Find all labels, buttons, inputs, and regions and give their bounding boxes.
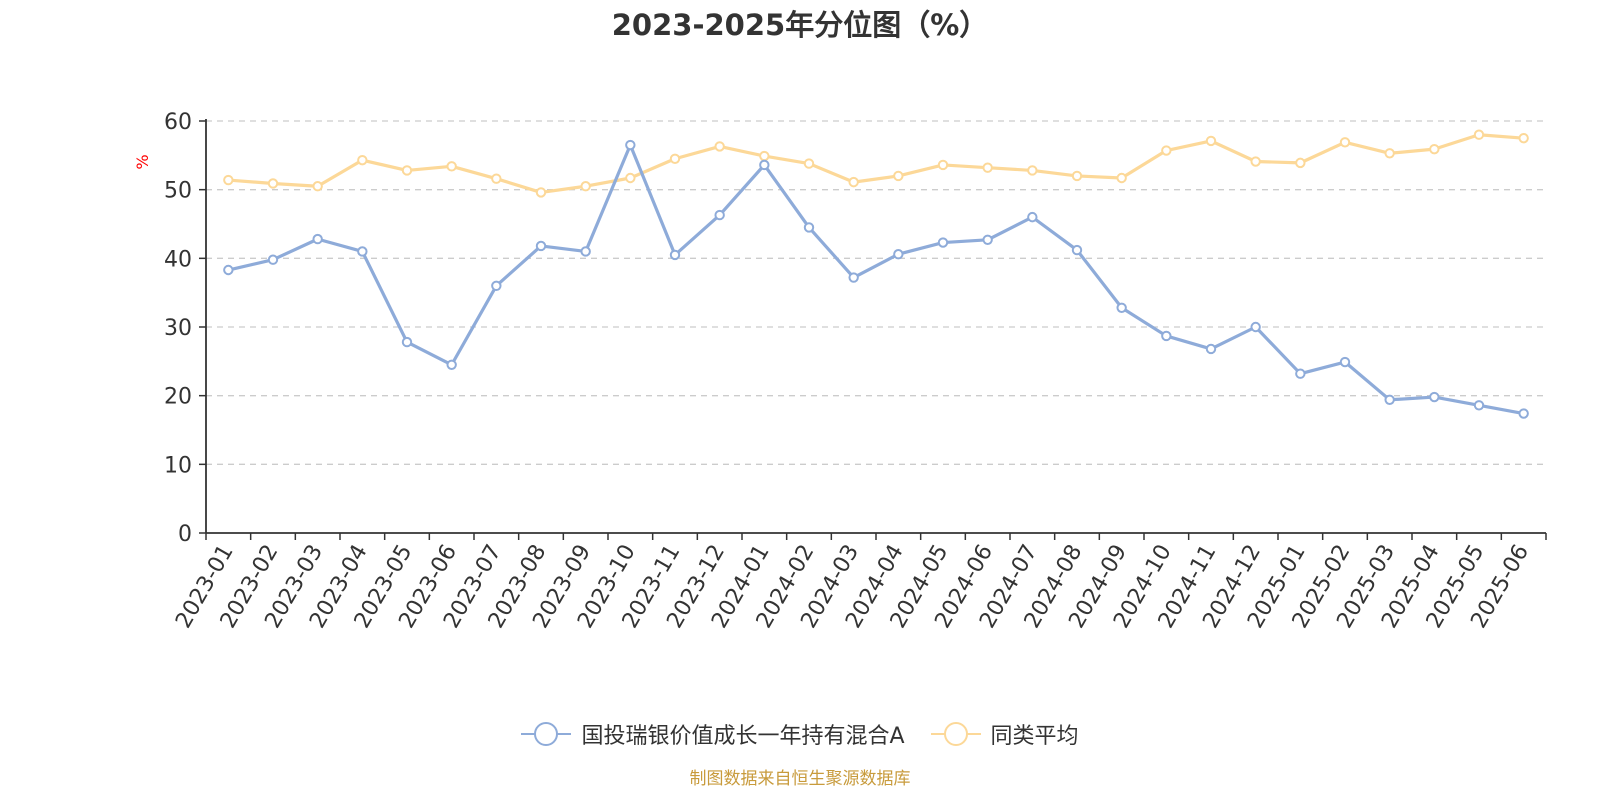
data-point[interactable] xyxy=(1116,302,1127,313)
data-point[interactable] xyxy=(580,181,591,192)
data-point[interactable] xyxy=(1518,408,1529,419)
data-point[interactable] xyxy=(580,246,591,257)
y-tick-label: 30 xyxy=(164,316,192,341)
y-tick-label: 10 xyxy=(164,453,192,478)
data-point[interactable] xyxy=(446,161,457,172)
data-point[interactable] xyxy=(893,170,904,182)
legend-item-fund[interactable]: 国投瑞银价值成长一年持有混合A xyxy=(521,718,905,750)
axes: 0102030405060%2023-012023-022023-032023-… xyxy=(133,110,1547,633)
data-point[interactable] xyxy=(223,264,234,276)
data-point[interactable] xyxy=(223,174,234,186)
data-point[interactable] xyxy=(1250,156,1261,167)
data-point[interactable] xyxy=(1339,137,1351,148)
data-point[interactable] xyxy=(312,233,323,245)
data-point[interactable] xyxy=(625,139,636,151)
data-point[interactable] xyxy=(1384,148,1395,159)
source-note: 制图数据来自恒生聚源数据库 xyxy=(689,769,911,789)
data-point[interactable] xyxy=(491,280,502,291)
data-point[interactable] xyxy=(714,141,725,152)
data-point[interactable] xyxy=(491,173,502,184)
data-point[interactable] xyxy=(1027,211,1038,223)
data-point[interactable] xyxy=(1295,368,1306,379)
data-point[interactable] xyxy=(1384,394,1395,405)
data-point[interactable] xyxy=(803,222,815,233)
legend-swatch-average xyxy=(930,721,981,747)
series-0 xyxy=(223,139,1529,419)
data-point[interactable] xyxy=(535,240,547,252)
y-tick-label: 0 xyxy=(178,522,192,547)
grid-lines xyxy=(206,120,1546,465)
data-point[interactable] xyxy=(1205,135,1217,147)
data-point[interactable] xyxy=(1116,172,1127,184)
data-point[interactable] xyxy=(401,336,413,348)
y-tick-label: 60 xyxy=(164,110,192,135)
data-point[interactable] xyxy=(1250,321,1261,333)
legend-item-average[interactable]: 同类平均 xyxy=(930,718,1079,750)
data-point[interactable] xyxy=(401,165,413,176)
data-point[interactable] xyxy=(1339,356,1351,368)
series-1 xyxy=(223,129,1529,198)
legend-label-fund: 国投瑞银价值成长一年持有混合A xyxy=(581,724,905,749)
data-point[interactable] xyxy=(1429,391,1440,403)
data-point[interactable] xyxy=(625,172,636,184)
data-point[interactable] xyxy=(1071,244,1083,256)
legend-swatch-fund xyxy=(521,721,572,747)
data-point[interactable] xyxy=(1161,330,1172,342)
data-point[interactable] xyxy=(1205,343,1217,355)
data-point[interactable] xyxy=(1295,157,1306,169)
data-point[interactable] xyxy=(937,159,949,171)
data-point[interactable] xyxy=(312,181,323,192)
data-point[interactable] xyxy=(1473,129,1485,140)
data-point[interactable] xyxy=(1429,143,1440,155)
data-point[interactable] xyxy=(357,246,368,257)
y-tick-label: 50 xyxy=(164,179,192,204)
data-point[interactable] xyxy=(1027,165,1038,176)
data-point[interactable] xyxy=(1161,145,1172,156)
data-point[interactable] xyxy=(535,187,547,198)
data-point[interactable] xyxy=(669,153,681,164)
data-point[interactable] xyxy=(848,176,859,188)
data-point[interactable] xyxy=(982,162,993,173)
data-point[interactable] xyxy=(1071,170,1083,182)
data-point[interactable] xyxy=(1473,400,1485,411)
data-point[interactable] xyxy=(1518,132,1529,144)
data-point[interactable] xyxy=(893,249,904,260)
series-line xyxy=(228,133,1524,195)
series-line xyxy=(227,143,1524,416)
data-point[interactable] xyxy=(357,154,368,166)
data-point[interactable] xyxy=(803,158,815,169)
data-point[interactable] xyxy=(446,359,457,370)
y-tick-label: 20 xyxy=(164,385,192,410)
y-axis-label: % xyxy=(133,154,152,169)
chart-title: 2023-2025年分位图（%） xyxy=(611,8,989,42)
data-point[interactable] xyxy=(982,234,993,245)
legend-label-average: 同类平均 xyxy=(990,724,1079,749)
data-point[interactable] xyxy=(848,272,859,283)
data-point[interactable] xyxy=(937,237,949,248)
series-layer xyxy=(223,129,1529,419)
legend: 国投瑞银价值成长一年持有混合A 同类平均 xyxy=(0,718,1600,750)
data-point[interactable] xyxy=(267,178,279,189)
y-tick-label: 40 xyxy=(164,247,192,272)
data-point[interactable] xyxy=(267,254,279,265)
data-point[interactable] xyxy=(759,159,770,171)
data-point[interactable] xyxy=(669,249,681,261)
data-point[interactable] xyxy=(714,209,725,221)
data-point[interactable] xyxy=(759,150,770,162)
